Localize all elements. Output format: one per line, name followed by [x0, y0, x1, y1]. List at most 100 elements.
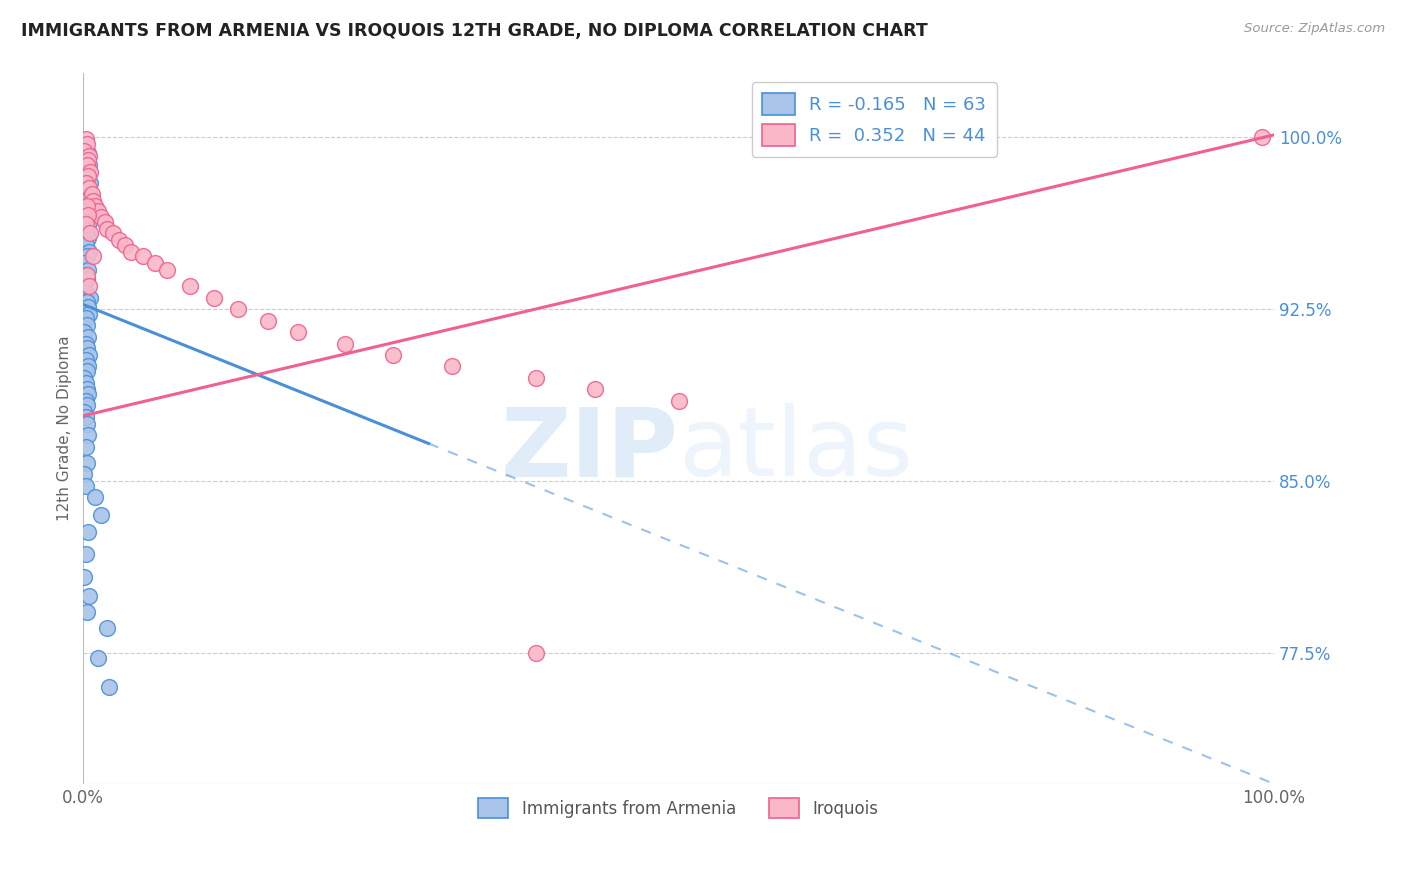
Point	[226, 302, 249, 317]
Point	[179, 279, 201, 293]
Point	[79, 227, 101, 241]
Point	[108, 233, 131, 247]
Point	[79, 176, 101, 190]
Point	[77, 307, 100, 321]
Point	[77, 387, 100, 401]
Point	[76, 605, 98, 619]
Point	[76, 199, 98, 213]
Point	[76, 203, 98, 218]
Point	[75, 132, 97, 146]
Point	[77, 244, 100, 259]
Point	[75, 238, 97, 252]
Point	[77, 428, 100, 442]
Point	[75, 286, 97, 301]
Point	[76, 364, 98, 378]
Point	[77, 300, 100, 314]
Point	[77, 215, 100, 229]
Point	[76, 318, 98, 333]
Point	[75, 176, 97, 190]
Point	[73, 222, 96, 236]
Point	[82, 194, 104, 209]
Point	[93, 215, 115, 229]
Point	[73, 256, 96, 270]
Point	[287, 325, 309, 339]
Point	[73, 325, 96, 339]
Point	[96, 621, 118, 635]
Point	[75, 164, 97, 178]
Point	[77, 199, 100, 213]
Point	[77, 171, 100, 186]
Point	[75, 548, 97, 562]
Point	[79, 164, 101, 178]
Point	[77, 187, 100, 202]
Point	[75, 217, 97, 231]
Point	[77, 231, 100, 245]
Y-axis label: 12th Grade, No Diploma: 12th Grade, No Diploma	[58, 335, 72, 521]
Point	[76, 456, 98, 470]
Point	[76, 268, 98, 282]
Point	[524, 646, 547, 660]
Point	[120, 244, 142, 259]
Point	[583, 383, 606, 397]
Point	[75, 211, 97, 225]
Point	[77, 153, 100, 167]
Point	[76, 383, 98, 397]
Text: Source: ZipAtlas.com: Source: ZipAtlas.com	[1244, 22, 1385, 36]
Point	[75, 376, 97, 390]
Point	[73, 371, 96, 385]
Point	[76, 249, 98, 263]
Point	[77, 524, 100, 539]
Point	[441, 359, 464, 374]
Point	[75, 478, 97, 492]
Text: IMMIGRANTS FROM ARMENIA VS IROQUOIS 12TH GRADE, NO DIPLOMA CORRELATION CHART: IMMIGRANTS FROM ARMENIA VS IROQUOIS 12TH…	[21, 22, 928, 40]
Point	[86, 203, 108, 218]
Point	[335, 336, 357, 351]
Point	[77, 158, 100, 172]
Point	[98, 681, 121, 695]
Point	[76, 180, 98, 194]
Point	[90, 211, 112, 225]
Point	[76, 341, 98, 355]
Point	[77, 169, 100, 183]
Point	[75, 311, 97, 326]
Point	[90, 508, 112, 523]
Point	[84, 490, 107, 504]
Point	[256, 313, 278, 327]
Legend: Immigrants from Armenia, Iroquois: Immigrants from Armenia, Iroquois	[472, 791, 886, 825]
Point	[75, 409, 97, 424]
Point	[75, 393, 97, 408]
Point	[132, 249, 155, 263]
Point	[96, 222, 118, 236]
Point	[75, 268, 97, 282]
Text: atlas: atlas	[679, 403, 914, 496]
Point	[77, 279, 100, 293]
Point	[75, 336, 97, 351]
Point	[76, 295, 98, 310]
Point	[77, 146, 100, 161]
Text: ZIP: ZIP	[501, 403, 679, 496]
Point	[77, 329, 100, 343]
Point	[76, 272, 98, 286]
Point	[156, 263, 179, 277]
Point	[82, 249, 104, 263]
Point	[73, 279, 96, 293]
Point	[86, 650, 108, 665]
Point	[76, 227, 98, 241]
Point	[77, 180, 100, 194]
Point	[77, 589, 100, 603]
Point	[75, 194, 97, 209]
Point	[202, 291, 225, 305]
Point	[77, 359, 100, 374]
Point	[668, 393, 690, 408]
Point	[114, 238, 136, 252]
Point	[80, 187, 103, 202]
Point	[84, 199, 107, 213]
Point	[381, 348, 404, 362]
Point	[73, 405, 96, 419]
Point	[76, 158, 98, 172]
Point	[77, 148, 100, 162]
Point	[73, 570, 96, 584]
Point	[75, 440, 97, 454]
Point	[1251, 130, 1274, 145]
Point	[79, 291, 101, 305]
